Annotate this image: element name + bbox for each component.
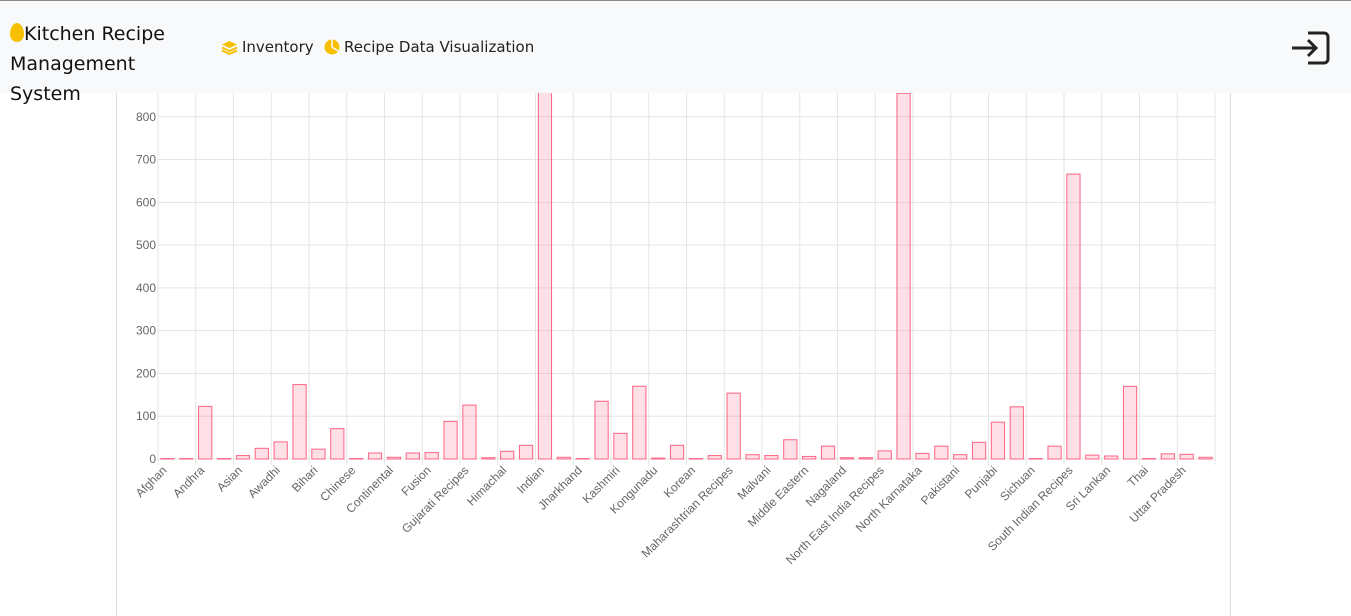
bar xyxy=(1066,173,1081,460)
y-tick-label: 600 xyxy=(136,195,156,209)
bar xyxy=(330,428,345,460)
bar xyxy=(537,77,553,460)
bar xyxy=(481,457,496,460)
bar xyxy=(273,441,288,460)
nav-link[interactable]: Inventory xyxy=(221,38,314,56)
bar xyxy=(311,448,326,460)
y-tick-label: 200 xyxy=(136,366,156,380)
bar xyxy=(745,454,760,460)
nav-text: Inventory xyxy=(242,38,314,56)
logout-button[interactable] xyxy=(1290,31,1330,65)
bar xyxy=(518,444,534,460)
bar xyxy=(990,421,1006,460)
bar xyxy=(707,455,722,460)
bar xyxy=(802,455,817,460)
bar xyxy=(613,432,628,460)
y-tick-label: 700 xyxy=(136,153,156,167)
bar xyxy=(783,439,798,460)
bar xyxy=(443,420,458,460)
bar xyxy=(858,457,873,460)
bar xyxy=(1104,455,1119,460)
bar xyxy=(367,452,383,460)
bar xyxy=(556,456,571,460)
bar xyxy=(1085,454,1100,460)
bar xyxy=(934,445,949,460)
bar xyxy=(915,452,930,460)
bar xyxy=(462,404,477,460)
bar xyxy=(726,392,741,460)
bar xyxy=(1122,385,1138,460)
bar xyxy=(292,384,307,460)
y-tick-label: 500 xyxy=(136,238,156,252)
inventory-icon xyxy=(221,40,238,55)
bar xyxy=(254,447,269,460)
bar xyxy=(405,452,420,460)
bar xyxy=(1198,456,1213,460)
bar xyxy=(669,444,685,460)
bar xyxy=(651,457,666,460)
nav-link[interactable]: Recipe Data Visualization xyxy=(324,38,534,56)
bar xyxy=(1009,406,1024,460)
brand-text: Kitchen Recipe Management System xyxy=(10,23,165,105)
bar xyxy=(594,400,609,460)
bar xyxy=(764,455,779,460)
y-tick-label: 400 xyxy=(136,281,156,295)
chart-icon xyxy=(324,39,340,55)
navbar: Kitchen Recipe Management System Invento… xyxy=(0,0,1351,105)
bar xyxy=(953,454,968,460)
bar xyxy=(839,457,855,460)
nav-text: Recipe Data Visualization xyxy=(344,38,535,56)
bar xyxy=(820,445,836,460)
bar xyxy=(1160,453,1175,460)
bar xyxy=(896,92,911,460)
y-tick-label: 800 xyxy=(136,110,156,124)
y-tick-label: 300 xyxy=(136,324,156,338)
bar xyxy=(971,441,987,460)
bar xyxy=(632,385,647,460)
bar xyxy=(1047,445,1062,460)
y-tick-label: 100 xyxy=(136,409,156,423)
brand[interactable]: Kitchen Recipe Management System xyxy=(10,19,210,109)
bar xyxy=(424,452,439,460)
y-tick-label: 0 xyxy=(149,452,156,466)
bar xyxy=(198,405,213,460)
bar xyxy=(386,456,402,460)
bar xyxy=(235,455,251,460)
brand-icon xyxy=(10,23,24,42)
bar xyxy=(1179,453,1194,460)
bar xyxy=(877,450,892,460)
bar xyxy=(500,450,515,460)
